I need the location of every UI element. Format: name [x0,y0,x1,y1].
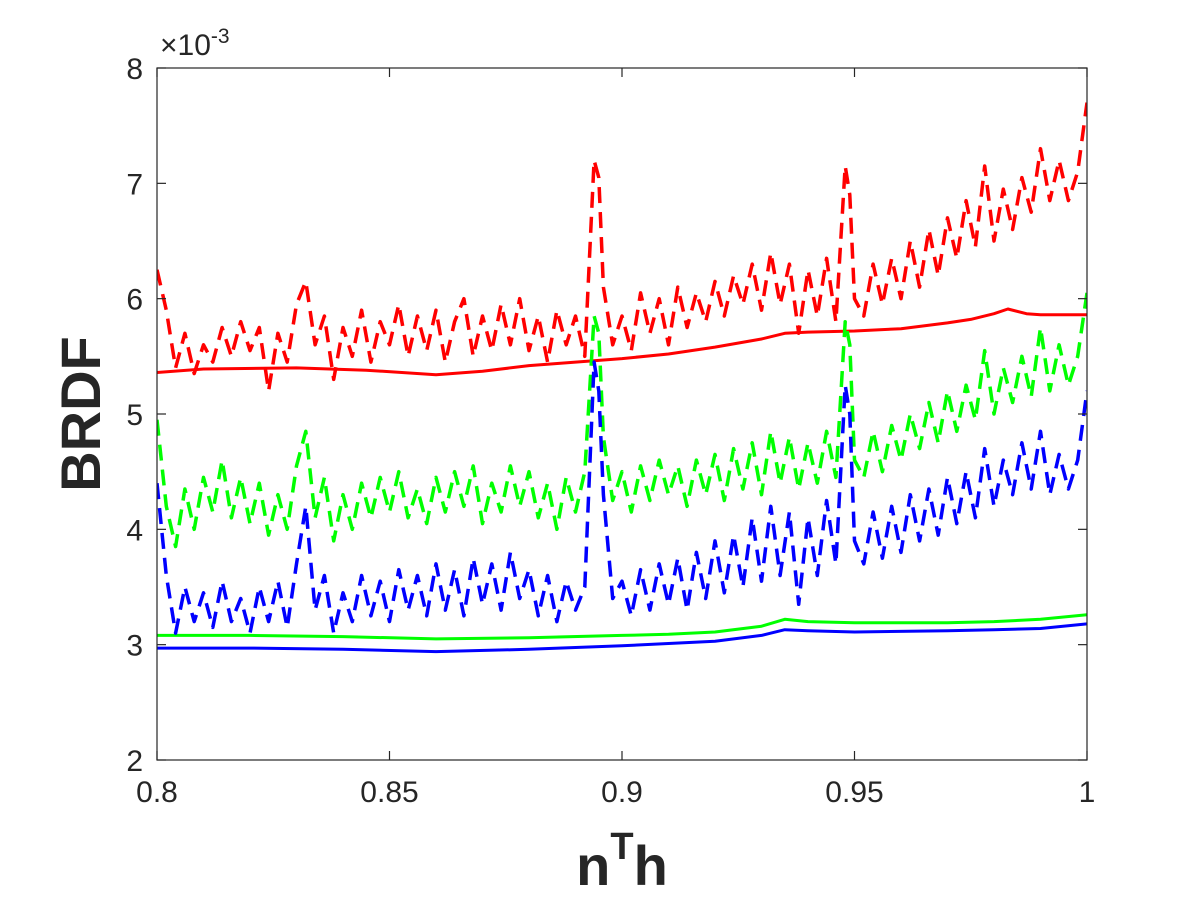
series-line-1-solid [157,307,1087,377]
axes-layer [156,67,1088,761]
series-line-5-dashed [157,292,1087,549]
y-axis-title: BRDF [49,336,112,492]
x-tick-label: 0.85 [360,776,418,809]
y-tick-label: 5 [126,399,143,432]
x-tick-labels: 0.8 0.85 0.9 0.95 1 [136,776,1095,809]
x-tick-label: 0.9 [601,776,643,809]
x-tick-label: 0.8 [136,776,178,809]
y-tick-labels: 2 3 4 5 6 7 8 [126,53,143,778]
y-tick-label: 6 [126,284,143,317]
y-tick-label: 7 [126,168,143,201]
x-axis-title: nTh [576,826,668,897]
x-tick-label: 0.95 [825,776,883,809]
plot-area [157,68,1087,760]
y-multiplier-exponent: -3 [211,25,230,48]
x-tick-label: 1 [1079,776,1096,809]
y-multiplier-times: ×10 [160,29,211,62]
series-line-3-solid [157,622,1087,654]
y-tick-label: 2 [126,745,143,778]
y-multiplier-label: ×10-3 [160,25,230,62]
y-tick-label: 8 [126,53,143,86]
y-tick-label: 4 [126,514,143,547]
x-axis-title-base: n [576,834,610,897]
series-line-4-dashed [157,102,1087,393]
y-tick-label: 3 [126,630,143,663]
x-axis-title-sup: T [610,826,633,868]
x-axis-title-tail: h [634,834,668,897]
series-layer [157,102,1087,654]
series-line-6-dashed [157,360,1087,635]
series-line-2-solid [157,613,1087,641]
